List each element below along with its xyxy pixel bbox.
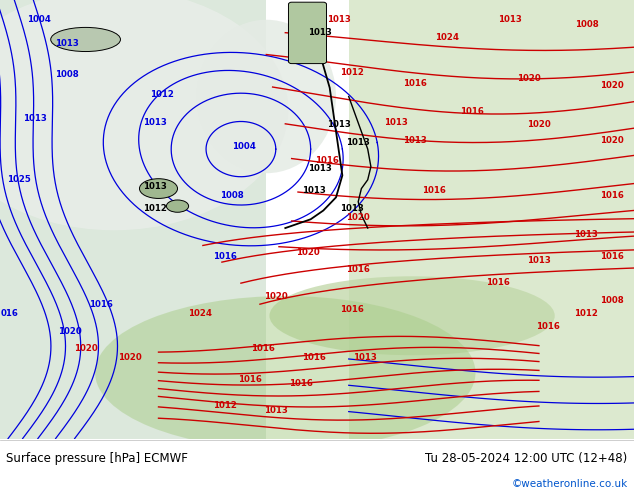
Text: 1012: 1012 bbox=[143, 204, 167, 213]
Text: 1020: 1020 bbox=[600, 136, 624, 145]
Text: 1013: 1013 bbox=[353, 353, 377, 362]
Text: 1013: 1013 bbox=[23, 114, 47, 123]
Text: 1016: 1016 bbox=[460, 107, 484, 116]
Text: 1013: 1013 bbox=[143, 182, 167, 191]
Text: 1020: 1020 bbox=[58, 327, 82, 336]
Text: Surface pressure [hPa] ECMWF: Surface pressure [hPa] ECMWF bbox=[6, 452, 188, 465]
Ellipse shape bbox=[0, 0, 288, 230]
FancyBboxPatch shape bbox=[349, 0, 634, 439]
Text: 1016: 1016 bbox=[238, 375, 262, 384]
Text: 1013: 1013 bbox=[527, 256, 551, 266]
FancyBboxPatch shape bbox=[288, 2, 327, 64]
Text: 1013: 1013 bbox=[346, 138, 370, 147]
Text: 1016: 1016 bbox=[486, 278, 510, 287]
Text: 1004: 1004 bbox=[232, 143, 256, 151]
Text: 1004: 1004 bbox=[27, 15, 51, 24]
Text: 1016: 1016 bbox=[403, 79, 427, 88]
Text: 1016: 1016 bbox=[314, 155, 339, 165]
Text: 1020: 1020 bbox=[295, 247, 320, 257]
Text: 1016: 1016 bbox=[340, 305, 364, 314]
Text: 1020: 1020 bbox=[74, 344, 98, 353]
Text: 1008: 1008 bbox=[600, 296, 624, 305]
Text: 1013: 1013 bbox=[308, 164, 332, 173]
Text: 1020: 1020 bbox=[346, 213, 370, 221]
Text: 1020: 1020 bbox=[517, 74, 541, 83]
Text: 1008: 1008 bbox=[55, 70, 79, 79]
Text: 1016: 1016 bbox=[251, 344, 275, 353]
Text: 1008: 1008 bbox=[219, 191, 243, 199]
Text: 1008: 1008 bbox=[574, 20, 598, 28]
Text: 1013: 1013 bbox=[55, 39, 79, 49]
Ellipse shape bbox=[197, 20, 336, 173]
Text: 1024: 1024 bbox=[188, 309, 212, 318]
Text: 1013: 1013 bbox=[384, 118, 408, 127]
Text: 1012: 1012 bbox=[213, 401, 237, 410]
Ellipse shape bbox=[139, 179, 178, 198]
Text: 1013: 1013 bbox=[264, 406, 288, 415]
Ellipse shape bbox=[95, 296, 476, 449]
Text: 1016: 1016 bbox=[346, 265, 370, 274]
Text: 1012: 1012 bbox=[150, 90, 174, 99]
Text: 1025: 1025 bbox=[7, 175, 31, 184]
Text: 1012: 1012 bbox=[340, 68, 364, 77]
Text: 1016: 1016 bbox=[422, 186, 446, 196]
Text: 016: 016 bbox=[1, 309, 18, 318]
Text: 1020: 1020 bbox=[264, 292, 288, 300]
Text: 1012: 1012 bbox=[574, 309, 598, 318]
Text: 1013: 1013 bbox=[302, 186, 326, 196]
Text: 1013: 1013 bbox=[143, 118, 167, 127]
Text: 1016: 1016 bbox=[289, 379, 313, 388]
Text: 1024: 1024 bbox=[435, 33, 459, 42]
Text: 1016: 1016 bbox=[600, 191, 624, 199]
Ellipse shape bbox=[269, 276, 555, 355]
Text: 1013: 1013 bbox=[340, 204, 364, 213]
Text: 1020: 1020 bbox=[600, 81, 624, 90]
Text: 1020: 1020 bbox=[118, 353, 142, 362]
FancyBboxPatch shape bbox=[0, 0, 266, 439]
Text: 1016: 1016 bbox=[302, 353, 326, 362]
Text: ©weatheronline.co.uk: ©weatheronline.co.uk bbox=[512, 479, 628, 489]
Text: 1016: 1016 bbox=[89, 300, 113, 309]
Text: Tu 28-05-2024 12:00 UTC (12+48): Tu 28-05-2024 12:00 UTC (12+48) bbox=[425, 452, 628, 465]
Text: 1013: 1013 bbox=[403, 136, 427, 145]
Text: 1016: 1016 bbox=[536, 322, 560, 331]
Text: 1020: 1020 bbox=[527, 121, 551, 129]
Text: 1013: 1013 bbox=[327, 15, 351, 24]
Text: 1013: 1013 bbox=[498, 15, 522, 24]
Text: 1013: 1013 bbox=[308, 28, 332, 37]
Ellipse shape bbox=[51, 27, 120, 51]
Text: 1016: 1016 bbox=[213, 252, 237, 261]
Text: 1016: 1016 bbox=[600, 252, 624, 261]
Ellipse shape bbox=[166, 200, 189, 212]
Text: 1013: 1013 bbox=[327, 121, 351, 129]
Text: 1013: 1013 bbox=[574, 230, 598, 239]
